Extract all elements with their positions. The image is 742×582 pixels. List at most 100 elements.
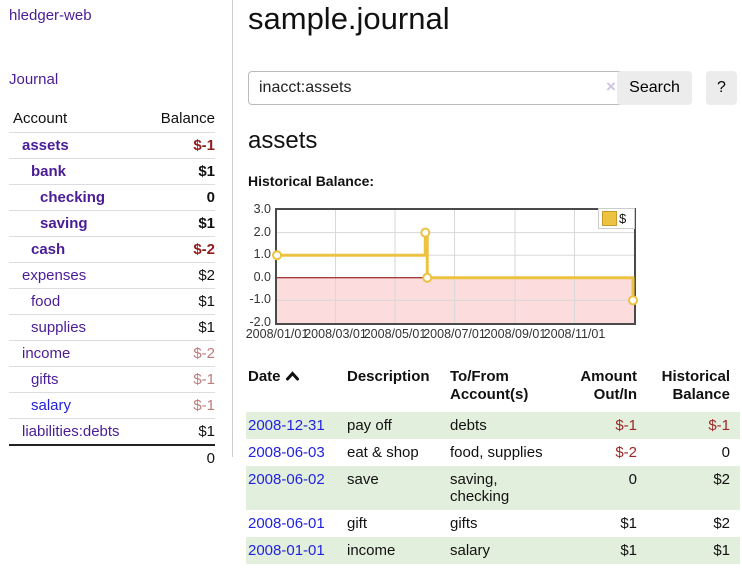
legend-label: $ [619, 211, 627, 226]
account-row: supplies $1 [9, 314, 215, 340]
transaction-date-link[interactable]: 2008-06-02 [248, 471, 325, 488]
transaction-description: income [347, 542, 396, 559]
account-row: expenses $2 [9, 262, 215, 288]
account-row: assets $-1 [9, 132, 215, 158]
x-axis-tick-label: 2008/01/01 [245, 327, 309, 341]
transaction-description: pay off [347, 417, 392, 434]
account-balance: $1 [198, 293, 215, 310]
register-row: 2008-06-03 eat & shop food, supplies $-2… [246, 439, 740, 466]
transaction-description: eat & shop [347, 444, 419, 461]
search-button[interactable]: Search [617, 71, 692, 105]
account-link-salary[interactable]: salary [31, 397, 72, 414]
sidebar: hledger-web Journal Account Balance asse… [0, 0, 233, 467]
register-row: 2008-12-31 pay off debts $-1 $-1 [246, 412, 740, 439]
accounts-tree: Account Balance assets $-1 bank $1 check… [9, 106, 215, 471]
account-balance: 0 [206, 189, 215, 206]
chart-heading: Historical Balance: [248, 173, 375, 189]
x-axis-tick-label: 2008/09/01 [483, 327, 547, 341]
account-link-expenses[interactable]: expenses [22, 267, 87, 284]
transaction-date-link[interactable]: 2008-01-01 [248, 542, 325, 559]
account-row: cash $-2 [9, 236, 215, 262]
account-balance: $-2 [193, 241, 215, 258]
transaction-balance: $-1 [708, 417, 730, 434]
transaction-balance: $2 [713, 471, 730, 488]
account-balance: $1 [198, 423, 215, 440]
account-row: salary $-1 [9, 392, 215, 418]
x-axis-tick-label: 2008/05/01 [363, 327, 427, 341]
transaction-accounts: debts [450, 417, 487, 434]
account-balance: $1 [198, 163, 215, 180]
transaction-accounts: gifts [450, 515, 478, 532]
clear-search-icon[interactable]: × [606, 77, 616, 96]
transaction-amount: $1 [620, 515, 637, 532]
register-header-description: Description [347, 368, 430, 385]
account-row: liabilities:debts $1 [9, 418, 215, 444]
transaction-balance: 0 [721, 444, 730, 461]
account-link-assets[interactable]: assets [22, 137, 69, 154]
account-link-gifts[interactable]: gifts [31, 371, 59, 388]
transaction-accounts: food, supplies [450, 444, 543, 461]
account-balance: $-1 [193, 371, 215, 388]
transaction-amount: $-1 [615, 417, 637, 434]
help-button[interactable]: ? [706, 71, 737, 105]
transaction-accounts: saving, checking [450, 471, 510, 505]
x-axis-tick-label: 2008/11/01 [543, 327, 606, 341]
account-balance: $2 [198, 267, 215, 284]
register-header-row: Date Description To/From Account(s) Amou… [246, 366, 740, 406]
transaction-date-link[interactable]: 2008-12-31 [248, 417, 325, 434]
historical-balance-chart: 3.0 2.0 1.0 0.0 -1.0 -2.0 $ 2008/01/01 2008/03… [244, 202, 642, 346]
accounts-total-value: 0 [206, 450, 215, 467]
account-balance: $1 [198, 215, 215, 232]
register-table: Date Description To/From Account(s) Amou… [246, 366, 740, 564]
y-axis-tick-label: -1.0 [249, 292, 271, 307]
account-balance: $1 [198, 319, 215, 336]
account-row: bank $1 [9, 158, 215, 184]
account-page-title: assets [248, 127, 318, 154]
transaction-balance: $1 [713, 542, 730, 559]
register-header-date[interactable]: Date [246, 368, 345, 404]
search-input[interactable] [248, 71, 638, 105]
y-axis-tick-label: 2.0 [253, 224, 271, 239]
transaction-description: gift [347, 515, 368, 532]
y-axis-tick-label: 0.0 [253, 269, 271, 284]
app-brand-link[interactable]: hledger-web [9, 7, 92, 24]
account-link-supplies[interactable]: supplies [31, 319, 87, 336]
account-link-liabilities-debts[interactable]: liabilities:debts [22, 423, 120, 440]
transaction-amount: 0 [628, 471, 637, 488]
search-bar: × Search ? [248, 71, 742, 105]
chart-plot-area[interactable] [272, 208, 639, 325]
account-link-cash[interactable]: cash [31, 241, 66, 258]
y-axis-tick-label: -2.0 [249, 315, 271, 329]
account-link-bank[interactable]: bank [31, 163, 67, 180]
x-axis-tick-label: 2008/07/01 [423, 327, 486, 341]
account-link-food[interactable]: food [31, 293, 61, 310]
chart-legend: $ [598, 208, 635, 229]
sidebar-item-journal[interactable]: Journal [9, 71, 59, 88]
accounts-header-balance: Balance [160, 110, 215, 127]
account-balance: $-1 [193, 397, 215, 414]
account-link-income[interactable]: income [22, 345, 71, 362]
register-header-balance: Historical Balance [661, 368, 730, 403]
accounts-tree-header: Account Balance [9, 106, 215, 132]
account-row: gifts $-1 [9, 366, 215, 392]
account-row: saving $1 [9, 210, 215, 236]
register-header-tofrom: To/From Account(s) [450, 368, 529, 403]
accounts-header-account: Account [13, 110, 68, 127]
register-header-amount: Amount Out/In [580, 368, 637, 403]
transaction-date-link[interactable]: 2008-06-01 [248, 515, 325, 532]
account-link-checking[interactable]: checking [40, 189, 106, 206]
sort-ascending-icon [285, 368, 299, 386]
legend-swatch-icon [602, 211, 617, 226]
transaction-amount: $-2 [615, 444, 637, 461]
account-link-saving[interactable]: saving [40, 215, 88, 232]
account-balance: $-1 [193, 137, 215, 154]
page-title: sample.journal [248, 1, 450, 36]
transaction-amount: $1 [620, 542, 637, 559]
account-balance: $-2 [193, 345, 215, 362]
transaction-date-link[interactable]: 2008-06-03 [248, 444, 325, 461]
account-row: checking 0 [9, 184, 215, 210]
register-row: 2008-06-02 save saving, checking 0 $2 [246, 466, 740, 510]
account-row: food $1 [9, 288, 215, 314]
y-axis-tick-label: 3.0 [253, 202, 271, 216]
transaction-description: save [347, 471, 379, 488]
